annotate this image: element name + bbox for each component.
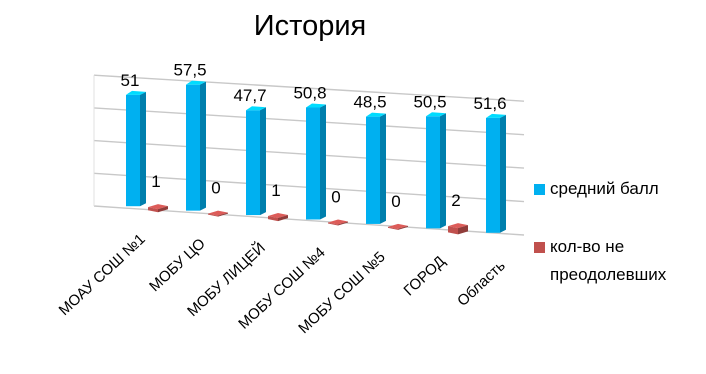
bar-failed-count — [268, 212, 288, 222]
bar-failed-count — [328, 219, 348, 226]
bar-failed-count — [208, 210, 228, 217]
data-label-avg: 48,5 — [353, 93, 386, 112]
data-label-failed: 1 — [271, 181, 280, 200]
category-label: ГОРОД — [400, 253, 448, 300]
bars — [126, 80, 506, 235]
legend-item-failed: кол-во не преодолевших — [534, 233, 704, 289]
legend-label-failed: кол-во не преодолевших — [550, 237, 667, 284]
data-label-failed: 0 — [331, 188, 340, 207]
data-labels: 51 1 57,5 0 47,7 1 50,8 0 48,5 0 50,5 2 51,6 — [121, 61, 507, 211]
data-label-avg: 50,5 — [413, 92, 446, 111]
bar-failed-count — [388, 223, 408, 230]
data-label-avg: 47,7 — [233, 86, 266, 105]
gridline — [93, 74, 525, 102]
bar-avg-score — [306, 103, 326, 220]
bar-avg-score — [486, 113, 506, 233]
bar-failed-count — [448, 223, 468, 235]
data-label-avg: 51 — [121, 71, 140, 90]
data-label-avg: 57,5 — [173, 61, 206, 80]
data-label-failed: 0 — [391, 192, 400, 211]
legend-swatch-avg — [534, 184, 545, 195]
bar-avg-score — [186, 80, 206, 211]
data-label-failed: 0 — [211, 179, 220, 198]
legend-label-avg: средний балл — [550, 179, 659, 198]
bar-avg-score — [366, 112, 386, 224]
data-label-avg: 50,8 — [293, 83, 326, 102]
data-label-avg: 51,6 — [473, 94, 506, 113]
bar-avg-score — [426, 112, 446, 229]
chart-title: История — [253, 10, 367, 42]
legend-swatch-failed — [534, 242, 545, 253]
legend: средний балл кол-во не преодолевших — [534, 175, 704, 289]
category-label: МОАУ СОШ №1 — [56, 231, 149, 319]
bar-failed-count — [148, 204, 168, 213]
legend-item-avg: средний балл — [534, 175, 704, 203]
data-label-failed: 1 — [151, 172, 160, 191]
category-label: МОБУ ЦО — [146, 235, 209, 295]
data-label-failed: 2 — [451, 191, 460, 210]
bar-avg-score — [246, 106, 266, 216]
bar-avg-score — [126, 90, 146, 207]
category-label: Область — [454, 257, 509, 310]
